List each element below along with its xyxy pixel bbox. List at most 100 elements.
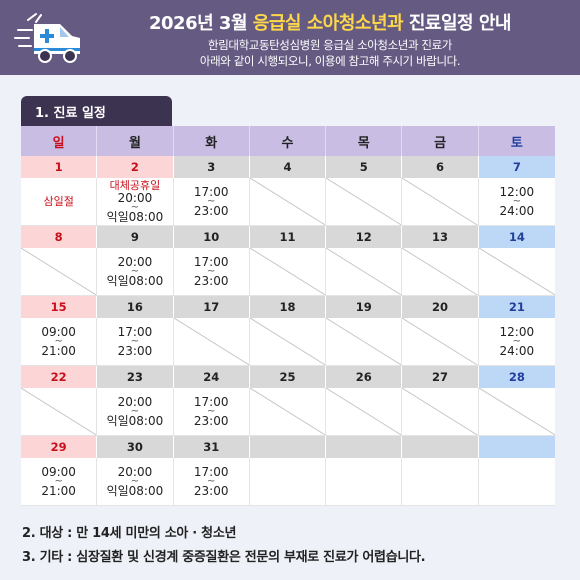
end-time: 23:00: [193, 483, 229, 498]
page-title: 2026년 3월 응급실 소아청소년과 진료일정 안내: [90, 9, 570, 35]
date-number: 20: [402, 296, 479, 318]
footer-target: 2. 대상 : 만 14세 미만의 소아 · 청소년: [22, 526, 237, 541]
date-number: 15: [21, 296, 98, 318]
end-time: 익일08:00: [106, 413, 164, 428]
no-service-slash: [174, 318, 249, 365]
title-prefix: 2026년 3월: [149, 13, 253, 34]
date-number: 17: [173, 296, 250, 318]
calendar-week: 8 9 10 11 12 13 14 20:00 ~ 익일08:00 17:00 ~23:00: [21, 226, 555, 296]
date-number: 4: [249, 156, 327, 178]
start-time: 17:00: [193, 394, 229, 409]
day-cell: 17:00 ~23:00: [173, 458, 250, 506]
start-time: 12:00: [499, 324, 535, 339]
date-number: 6: [402, 156, 479, 178]
day-cell: [326, 458, 403, 506]
title-accent: 응급실 소아청소년과: [252, 13, 404, 34]
date-number: 2: [97, 156, 174, 178]
end-time: 익일08:00: [106, 210, 164, 224]
date-number: 30: [97, 436, 174, 458]
end-time: 24:00: [499, 203, 535, 218]
day-cell: 대체공휴일 20:00 ~ 익일08:00: [97, 178, 174, 226]
no-service-slash: [326, 388, 401, 435]
start-time: 17:00: [193, 184, 229, 199]
day-cell: 09:00 ~21:00: [21, 458, 98, 506]
date-number: 28: [478, 366, 555, 388]
start-time: 17:00: [193, 464, 229, 479]
calendar-week: 22 23 24 25 26 27 28 20:00 ~ 익일08:00 17:00 ~23:00: [21, 366, 555, 436]
start-time: 09:00: [41, 324, 76, 339]
day-cell: [326, 318, 403, 366]
ambulance-icon: [14, 13, 80, 63]
end-time: 23:00: [193, 203, 229, 218]
start-time: 20:00: [117, 191, 153, 205]
no-service-slash: [250, 318, 325, 365]
time-range-tilde: ~: [207, 475, 216, 487]
end-time: 23:00: [193, 413, 229, 428]
date-number: 29: [21, 436, 98, 458]
date-number: 3: [173, 156, 250, 178]
day-cell: [21, 248, 98, 296]
time-range-tilde: ~: [207, 405, 216, 417]
schedule-row: 삼일절 대체공휴일 20:00 ~ 익일08:00 17:00 ~23:00 12:00 ~24…: [21, 178, 555, 226]
start-time: 20:00: [117, 254, 153, 269]
time-range-tilde: ~: [54, 475, 63, 487]
day-cell: 20:00 ~ 익일08:00: [97, 458, 174, 506]
end-time: 21:00: [41, 343, 76, 358]
start-time: 09:00: [41, 464, 76, 479]
date-number-row: 8 9 10 11 12 13 14: [21, 226, 555, 248]
no-service-slash: [326, 178, 401, 225]
day-cell: [402, 178, 479, 226]
time-range-tilde: ~: [130, 335, 140, 347]
no-service-slash: [21, 248, 96, 295]
day-cell: [402, 388, 479, 436]
date-number: [249, 436, 327, 458]
day-cell: [249, 388, 327, 436]
no-service-slash: [326, 318, 401, 365]
day-cell: 09:00 ~21:00: [21, 318, 98, 366]
day-cell: [249, 248, 327, 296]
time-range-tilde: ~: [130, 202, 140, 213]
time-range-tilde: ~: [512, 195, 522, 207]
day-cell: [402, 458, 479, 506]
no-service-slash: [250, 178, 325, 225]
weekday-thu: 목: [326, 126, 403, 156]
weekday-sat: 토: [478, 126, 555, 156]
day-cell: [402, 318, 479, 366]
date-number: 26: [326, 366, 403, 388]
weekday-tue: 화: [173, 126, 250, 156]
header-banner: 2026년 3월 응급실 소아청소년과 진료일정 안내 한림대학교동탄성심병원 …: [0, 0, 580, 75]
no-service-slash: [326, 248, 401, 295]
time-range-tilde: ~: [207, 265, 216, 277]
no-service-slash: [402, 388, 477, 435]
day-cell: [478, 458, 555, 506]
date-number: 19: [326, 296, 403, 318]
time-range-tilde: ~: [130, 405, 140, 417]
end-time: 익일08:00: [106, 483, 164, 498]
end-time: 익일08:00: [106, 273, 164, 288]
day-cell: [21, 388, 98, 436]
no-service-slash: [250, 388, 325, 435]
date-number-row: 15 16 17 18 19 20 21: [21, 296, 555, 318]
date-number: 5: [326, 156, 403, 178]
date-number: 14: [478, 226, 555, 248]
day-cell: 17:00 ~23:00: [97, 318, 174, 366]
time-range-tilde: ~: [130, 265, 140, 277]
time-range-tilde: ~: [207, 195, 216, 207]
date-number-row: 29 30 31: [21, 436, 555, 458]
calendar-week: 29 30 31 09:00 ~21:00 20:00 ~ 익일08:00 17:00 ~23:0…: [21, 436, 555, 506]
start-time: 12:00: [499, 184, 535, 199]
no-service-slash: [479, 388, 555, 435]
weekday-mon: 월: [97, 126, 174, 156]
start-time: 17:00: [193, 254, 229, 269]
date-number: 27: [402, 366, 479, 388]
calendar-weeks: 1 2 3 4 5 6 7 삼일절 대체공휴일 20:00 ~ 익일08:00 17:00 ~23:00 1…: [21, 156, 555, 506]
day-cell: 17:00 ~23:00: [173, 248, 250, 296]
date-number: 23: [97, 366, 174, 388]
schedule-row: 20:00 ~ 익일08:00 17:00 ~23:00: [21, 388, 555, 436]
subtitle-line-2: 아래와 같이 시행되오니, 이용에 참고해 주시기 바랍니다.: [199, 54, 461, 68]
day-cell: [249, 458, 327, 506]
date-number: 18: [249, 296, 327, 318]
day-cell: 12:00 ~24:00: [478, 318, 555, 366]
